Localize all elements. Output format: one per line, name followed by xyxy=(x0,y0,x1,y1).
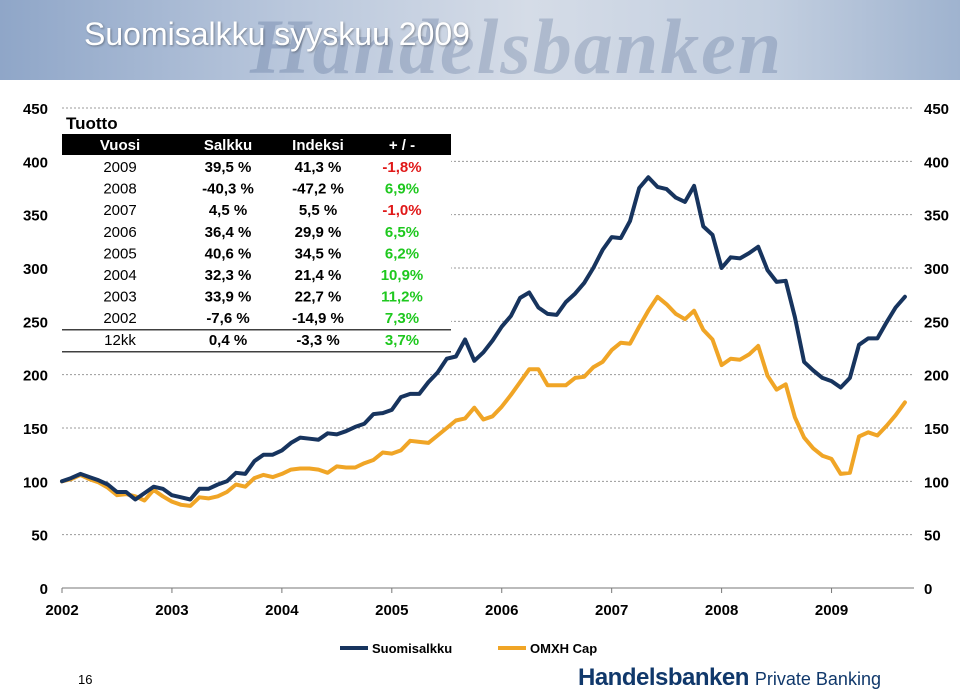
x-tick-label: 2003 xyxy=(155,602,188,619)
table-cell: 11,2% xyxy=(381,289,423,306)
table-cell: -14,9 % xyxy=(292,310,344,327)
table-cell: 6,2% xyxy=(385,245,419,262)
table-cell: 2003 xyxy=(103,289,136,306)
x-tick-label: 2002 xyxy=(45,602,78,619)
table-cell: 2002 xyxy=(103,310,136,327)
table-cell: 4,5 % xyxy=(209,202,247,219)
y-tick-label-left: 350 xyxy=(23,208,48,225)
table-cell: 40,6 % xyxy=(205,245,252,262)
table-cell: 12kk xyxy=(104,332,136,349)
table-cell: 6,9% xyxy=(385,181,419,198)
table-header-cell: Salkku xyxy=(204,137,252,154)
table-cell: 41,3 % xyxy=(295,159,342,176)
table-cell: -40,3 % xyxy=(202,181,254,198)
table-cell: -1,0% xyxy=(382,202,421,219)
table-cell: 10,9% xyxy=(381,267,424,284)
watermark-logo: Handelsbanken xyxy=(250,3,784,80)
table-cell: 32,3 % xyxy=(205,267,252,284)
x-tick-label: 2009 xyxy=(815,602,848,619)
table-header-row xyxy=(62,134,451,155)
y-tick-label-right: 350 xyxy=(924,208,949,225)
brand-logo: Handelsbanken Private Banking xyxy=(578,664,881,692)
table-cell: 3,7% xyxy=(385,332,419,349)
y-tick-label-right: 450 xyxy=(924,101,949,118)
legend-label-omxh-cap: OMXH Cap xyxy=(530,641,597,656)
table-cell: 7,3% xyxy=(385,310,419,327)
table-header-cell: + / - xyxy=(389,137,415,154)
y-tick-label-left: 100 xyxy=(23,474,48,491)
y-tick-label-left: 450 xyxy=(23,101,48,118)
page-number: 16 xyxy=(78,672,93,687)
table-cell: -47,2 % xyxy=(292,181,344,198)
series-line-omxh-cap xyxy=(60,294,907,508)
table-cell: 2008 xyxy=(103,181,136,198)
table-cell: -3,3 % xyxy=(296,332,339,349)
table-title: Tuotto xyxy=(66,114,118,133)
table-cell: 2009 xyxy=(103,159,136,176)
table-cell: -1,8% xyxy=(382,159,421,176)
table-cell: -7,6 % xyxy=(206,310,249,327)
table-cell: 2006 xyxy=(103,224,136,241)
x-tick-label: 2006 xyxy=(485,602,518,619)
y-tick-label-right: 250 xyxy=(924,314,949,331)
brand-sub: Private Banking xyxy=(754,669,881,689)
table-cell: 2007 xyxy=(103,202,136,219)
table-cell: 22,7 % xyxy=(295,289,342,306)
legend-label-suomisalkku: Suomisalkku xyxy=(372,641,452,656)
line-chart: Tuotto Vuosi Salkku Indeksi + / - 2009 39,5 % 4… xyxy=(23,101,949,656)
table-cell: 0,4 % xyxy=(209,332,247,349)
x-tick-label: 2005 xyxy=(375,602,408,619)
brand-main: Handelsbanken xyxy=(578,664,749,691)
y-tick-label-left: 150 xyxy=(23,421,48,438)
table-cell: 33,9 % xyxy=(205,289,252,306)
table-cell: 39,5 % xyxy=(205,159,252,176)
table-cell: 36,4 % xyxy=(205,224,252,241)
table-cell: 2004 xyxy=(103,267,136,284)
y-tick-label-left: 400 xyxy=(23,154,48,171)
y-tick-label-right: 150 xyxy=(924,421,949,438)
table-cell: 21,4 % xyxy=(295,267,342,284)
y-tick-label-right: 50 xyxy=(924,528,941,545)
header-banner: Handelsbanken Suomisalkku syyskuu 2009 xyxy=(0,0,960,80)
table-cell: 29,9 % xyxy=(295,224,342,241)
y-tick-label-left: 0 xyxy=(40,581,48,598)
y-tick-label-right: 0 xyxy=(924,581,932,598)
x-tick-label: 2008 xyxy=(705,602,738,619)
y-tick-label-right: 400 xyxy=(924,154,949,171)
y-tick-label-right: 100 xyxy=(924,474,949,491)
table-cell: 6,5% xyxy=(385,224,419,241)
y-tick-label-right: 200 xyxy=(924,368,949,385)
y-tick-label-left: 200 xyxy=(23,368,48,385)
y-tick-label-left: 300 xyxy=(23,261,48,278)
table-header-cell: Indeksi xyxy=(292,137,344,154)
x-tick-label: 2007 xyxy=(595,602,628,619)
y-tick-label-right: 300 xyxy=(924,261,949,278)
series-line-suomisalkku xyxy=(60,175,907,502)
table-cell: 34,5 % xyxy=(295,245,342,262)
slide-title: Suomisalkku syyskuu 2009 xyxy=(84,16,470,52)
table-cell: 2005 xyxy=(103,245,136,262)
table-cell: 5,5 % xyxy=(299,202,337,219)
y-tick-label-left: 50 xyxy=(31,528,48,545)
x-tick-label: 2004 xyxy=(265,602,299,619)
table-header-cell: Vuosi xyxy=(100,137,140,154)
y-tick-label-left: 250 xyxy=(23,314,48,331)
